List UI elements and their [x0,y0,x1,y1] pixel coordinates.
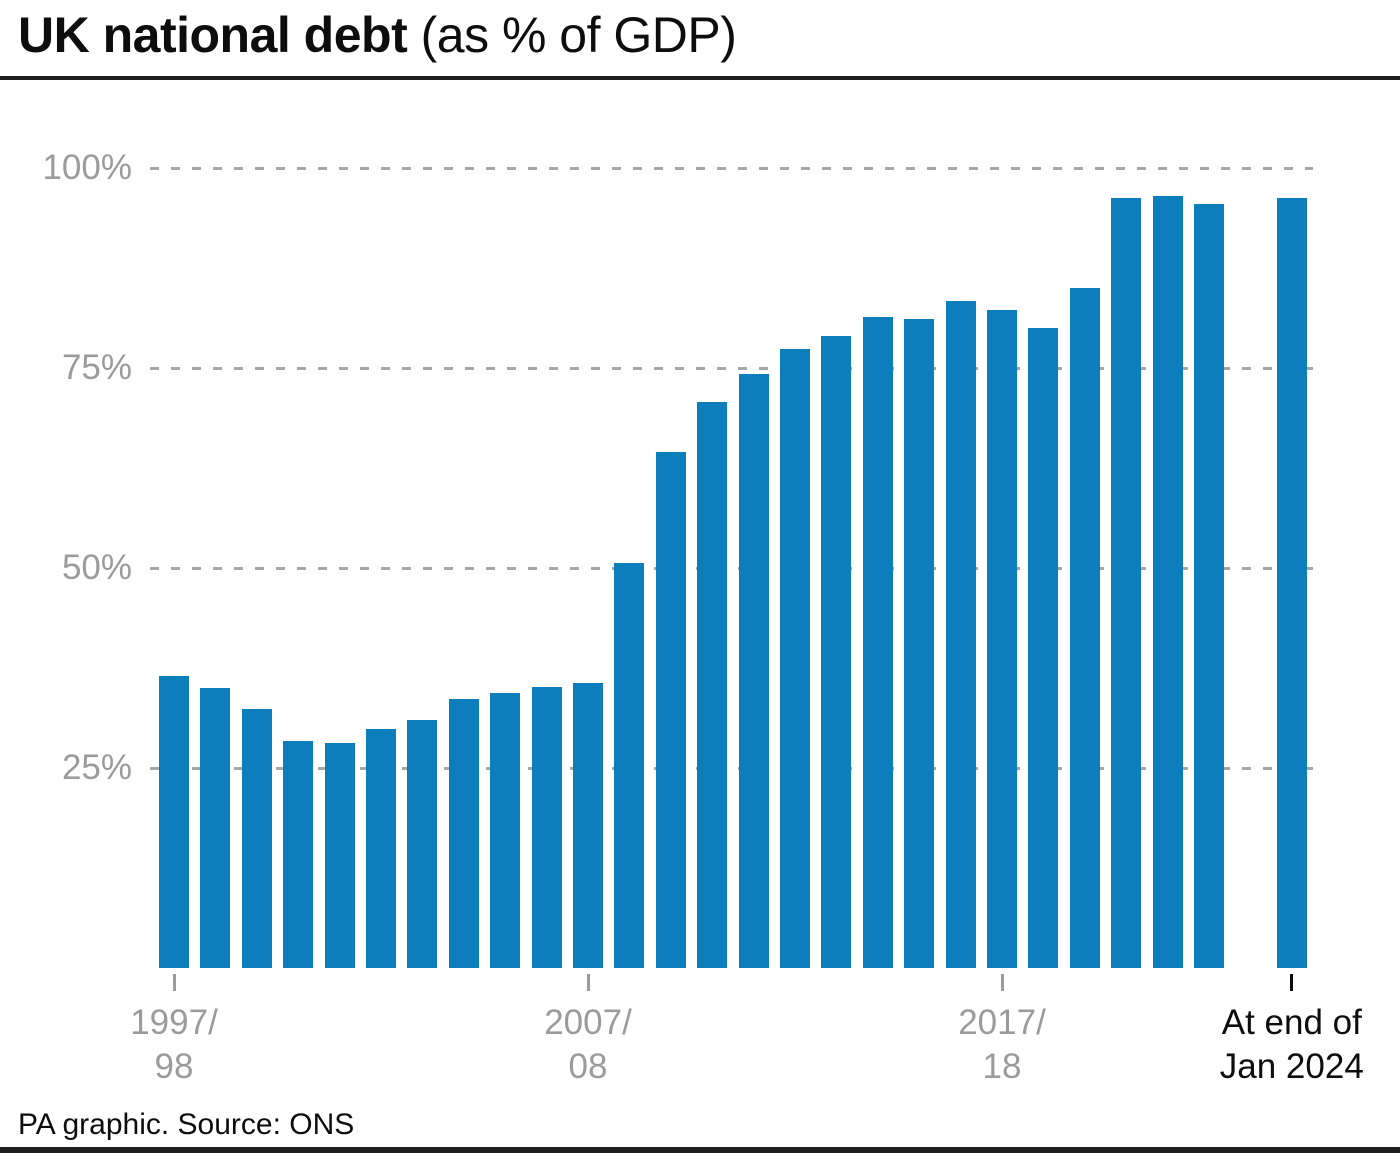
bar-2011-12 [738,373,769,968]
bar-2018-19 [1028,328,1059,968]
chart-title-qualifier: (as % of GDP) [407,7,737,63]
bottom-divider-rule [0,1147,1400,1153]
bar-2012-13 [780,348,810,968]
bar-2014-15 [862,316,893,968]
x-axis-tick-2017- [1000,974,1004,991]
chart-title: UK national debt (as % of GDP) [18,6,737,64]
source-credit: PA graphic. Source: ONS [18,1108,355,1141]
x-axis-tick-2007- [586,974,590,991]
x-axis-label-line1: 1997/ [130,1003,218,1042]
bar-2016-17 [945,300,976,968]
bar-2005-06 [490,692,521,968]
gridline-100 [150,167,1313,170]
bar-1999-00 [241,708,272,968]
gridline-50 [150,567,1313,570]
x-axis-label-line1: 2017/ [958,1003,1046,1042]
bar-2022-23 [1194,204,1224,968]
y-axis-label-50: 50% [61,548,132,587]
bar-2000-01 [283,740,314,968]
x-axis-label-1997-: 1997/98 [54,1001,294,1089]
y-axis-label-75: 75% [61,348,132,387]
bar-at-end-of-jan-2024 [1276,197,1307,968]
bar-2001-02 [324,743,355,968]
title-divider-rule [0,76,1400,80]
x-axis-label-line1: 2007/ [544,1003,632,1042]
bar-2021-22 [1152,196,1183,968]
bar-2007-08 [573,683,603,968]
bar-1998-99 [200,688,231,968]
bar-2003-04 [407,720,438,968]
bar-2004-05 [448,699,479,968]
bar-2013-14 [821,336,852,968]
x-axis-label-line2: Jan 2024 [1219,1047,1364,1086]
bar-1997-98 [159,676,189,968]
x-axis-label-line2: 18 [982,1047,1022,1086]
gridline-25 [150,767,1313,770]
bar-2015-16 [904,319,935,968]
x-axis-label-2007-: 2007/08 [468,1001,708,1089]
x-axis-label-line2: 98 [154,1047,194,1086]
x-axis-tick-1997- [172,974,176,991]
x-axis-label-line1: At end of [1221,1003,1362,1042]
bar-2008-09 [614,563,645,968]
gridline-75 [150,367,1313,370]
bar-2017-18 [987,310,1017,968]
x-axis-label-at-end-of: At end of Jan 2024 [1172,1001,1400,1089]
bar-2006-07 [531,687,562,968]
x-axis-tick-at-end-of [1290,974,1294,991]
y-axis-label-100: 100% [42,148,132,187]
bar-2010-11 [697,401,728,968]
bar-2002-03 [366,728,396,968]
bar-2020-21 [1111,197,1142,968]
x-axis-label-2017-: 2017/18 [882,1001,1122,1089]
y-axis-label-25: 25% [61,748,132,787]
x-axis-label-line2: 08 [568,1047,608,1086]
bar-2019-20 [1069,288,1100,968]
chart-title-main: UK national debt [18,7,408,63]
bar-2009-10 [655,452,686,968]
